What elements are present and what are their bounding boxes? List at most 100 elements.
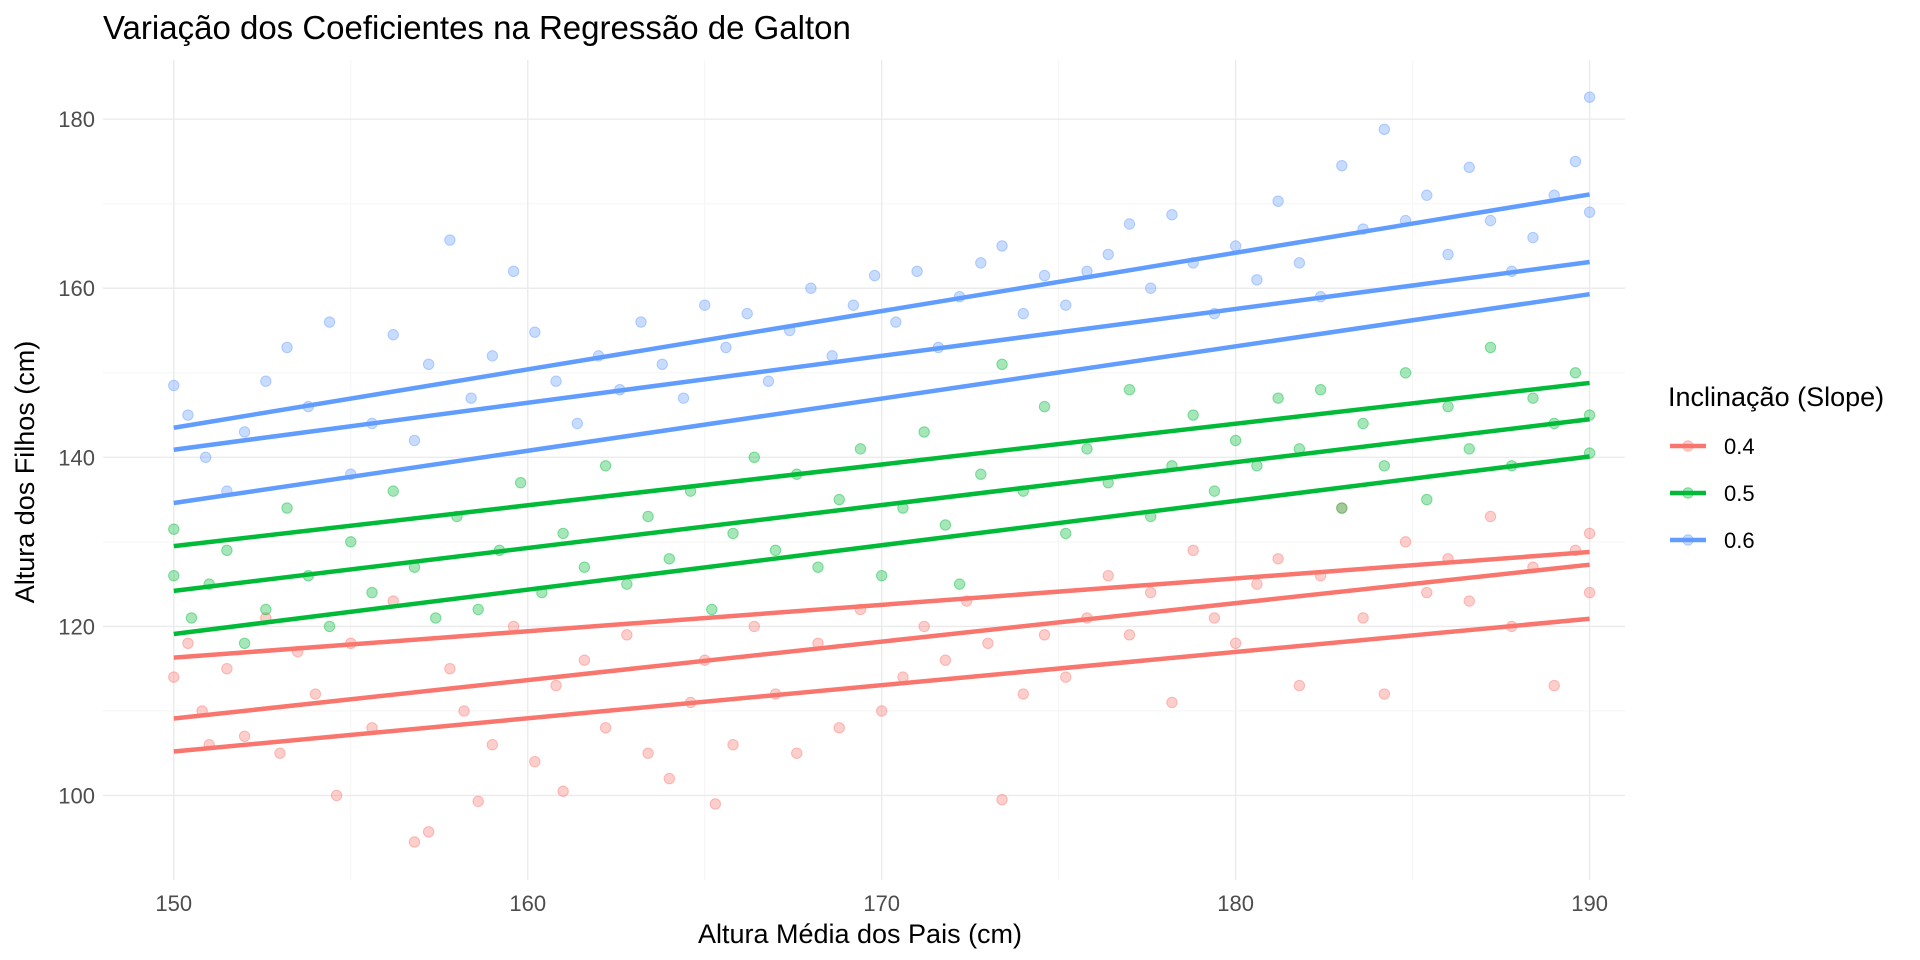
data-point-slope-0.6 [635, 316, 647, 328]
data-point-slope-0.5 [1081, 443, 1093, 455]
regression-line-slope-0.4 [173, 616, 1590, 754]
data-point-slope-0.6 [656, 358, 668, 371]
data-point-slope-0.5 [1314, 383, 1327, 396]
data-point-slope-0.6 [1569, 155, 1582, 168]
data-point-slope-0.6 [996, 240, 1008, 252]
data-point-slope-0.4 [1038, 629, 1051, 641]
data-point-slope-0.6 [699, 299, 711, 311]
data-point-slope-0.4 [1421, 586, 1433, 599]
data-point-slope-0.4 [1187, 544, 1199, 557]
data-point-slope-0.6 [1336, 159, 1348, 172]
data-point-slope-0.4 [875, 705, 888, 717]
data-point-slope-0.6 [868, 269, 881, 282]
data-point-slope-0.4 [727, 739, 739, 751]
data-point-slope-0.6 [1017, 307, 1029, 320]
data-point-slope-0.6 [720, 341, 732, 354]
data-point-slope-0.6 [1293, 257, 1306, 269]
data-point-slope-0.6 [677, 392, 690, 404]
data-point-slope-0.5 [939, 519, 952, 531]
data-point-slope-0.5 [663, 553, 676, 565]
legend-key-point [1682, 534, 1694, 546]
data-point-slope-0.4 [330, 789, 343, 802]
data-point-slope-0.6 [408, 434, 421, 447]
data-point-slope-0.4 [833, 722, 845, 734]
data-point-slope-0.4 [1229, 637, 1242, 649]
data-point-slope-0.6 [1378, 123, 1391, 136]
data-point-slope-0.4 [550, 679, 562, 692]
regression-lines [173, 192, 1590, 754]
data-point-slope-0.6 [1527, 231, 1539, 244]
data-point-slope-0.5 [1272, 392, 1284, 404]
data-point-slope-0.5 [621, 578, 633, 590]
data-point-slope-0.5 [1442, 400, 1454, 413]
data-point-slope-0.4 [238, 730, 251, 742]
data-point-slope-0.5 [918, 426, 930, 438]
data-point-slope-0.5 [1336, 502, 1348, 514]
data-point-slope-0.5 [875, 569, 888, 582]
data-point-slope-0.6 [1442, 248, 1454, 261]
data-point-slope-0.6 [1251, 274, 1263, 286]
data-point-slope-0.4 [748, 620, 760, 633]
data-point-slope-0.6 [975, 257, 987, 269]
data-point-slope-0.4 [599, 722, 612, 734]
data-point-slope-0.6 [465, 392, 477, 404]
data-point-slope-0.5 [1123, 383, 1136, 396]
data-point-slope-0.6 [387, 329, 399, 341]
data-point-slope-0.5 [769, 544, 782, 557]
data-point-slope-0.4 [1463, 595, 1475, 607]
data-point-slope-0.6 [486, 350, 499, 362]
data-point-slope-0.6 [1102, 248, 1114, 261]
data-point-slope-0.4 [472, 795, 484, 808]
data-point-slope-0.5 [953, 578, 966, 590]
data-point-slope-0.5 [1357, 417, 1369, 430]
data-point-slope-0.5 [1484, 341, 1497, 354]
data-point-slope-0.4 [529, 755, 541, 768]
regression-line-slope-0.6 [173, 259, 1590, 452]
data-point-slope-0.4 [182, 637, 194, 649]
data-point-slope-0.4 [918, 620, 930, 633]
data-point-slope-0.5 [323, 620, 336, 633]
data-point-slope-0.4 [1378, 688, 1391, 700]
data-point-slope-0.5 [578, 561, 591, 573]
data-point-slope-0.6 [1038, 269, 1051, 282]
legend-key-point [1682, 487, 1694, 499]
data-point-slope-0.6 [1229, 240, 1242, 252]
chart-title: Variação dos Coeficientes na Regressão d… [103, 9, 851, 46]
data-point-slope-0.5 [387, 485, 399, 497]
data-point-slope-0.6 [507, 265, 520, 278]
data-point-slope-0.4 [621, 629, 633, 641]
data-point-slope-0.6 [168, 379, 180, 392]
data-point-slope-0.4 [221, 662, 233, 675]
data-point-slope-0.6 [805, 282, 817, 294]
data-point-slope-0.4 [557, 785, 569, 797]
x-tick-label: 160 [509, 891, 546, 916]
data-point-slope-0.5 [996, 358, 1008, 371]
regression-line-slope-0.6 [173, 192, 1590, 430]
data-point-slope-0.6 [1272, 195, 1284, 207]
data-point-slope-0.4 [168, 671, 180, 683]
data-point-slope-0.6 [1060, 299, 1072, 311]
y-tick-label: 160 [58, 276, 95, 301]
x-axis-title: Altura Média dos Pais (cm) [698, 919, 1022, 949]
data-point-slope-0.4 [486, 739, 499, 751]
data-point-slope-0.5 [221, 544, 233, 557]
data-point-slope-0.6 [444, 234, 456, 246]
data-point-slope-0.6 [890, 316, 902, 328]
data-point-slope-0.4 [709, 798, 722, 810]
data-point-slope-0.5 [854, 443, 867, 455]
data-point-slope-0.4 [1583, 586, 1596, 599]
x-tick-label: 170 [863, 891, 900, 916]
data-point-slope-0.4 [1102, 569, 1114, 582]
data-point-slope-0.4 [274, 747, 286, 759]
data-point-slope-0.4 [1293, 679, 1306, 692]
regression-line-slope-0.4 [173, 549, 1590, 660]
data-point-slope-0.5 [727, 527, 739, 540]
data-point-slope-0.5 [430, 612, 442, 624]
data-point-slope-0.6 [1145, 282, 1157, 294]
data-point-slope-0.4 [1017, 688, 1029, 700]
data-point-slope-0.4 [1123, 629, 1136, 641]
data-point-slope-0.5 [1187, 409, 1199, 421]
data-point-slope-0.6 [911, 265, 923, 278]
data-point-slope-0.4 [578, 654, 591, 666]
data-point-slope-0.5 [748, 451, 760, 464]
